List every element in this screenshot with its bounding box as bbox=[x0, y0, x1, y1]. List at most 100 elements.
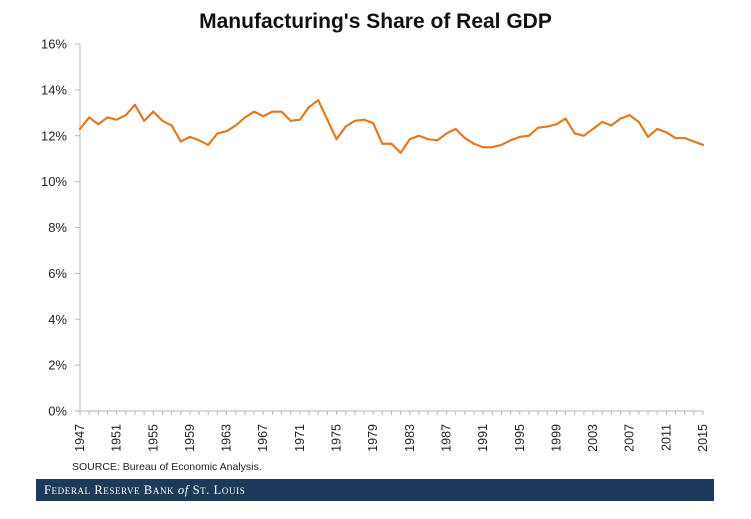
data-point bbox=[647, 136, 649, 138]
data-point bbox=[482, 146, 485, 149]
y-axis: 0% 2% 4% 6% 8% 10% 12% 14% 16% bbox=[41, 37, 81, 419]
series-layer bbox=[78, 99, 705, 155]
data-point bbox=[353, 119, 356, 122]
x-tick-label: 1999 bbox=[549, 424, 563, 452]
y-tick-label: 2% bbox=[48, 358, 67, 373]
data-point bbox=[308, 106, 310, 108]
x-tick-label: 1975 bbox=[330, 424, 344, 452]
x-tick-label: 2015 bbox=[696, 424, 710, 452]
footer-of: of bbox=[177, 483, 189, 497]
data-point bbox=[665, 131, 668, 134]
data-point bbox=[152, 110, 155, 113]
data-point bbox=[372, 122, 375, 125]
y-tick-label: 4% bbox=[48, 312, 67, 327]
data-point bbox=[573, 132, 576, 135]
y-tick-label: 16% bbox=[41, 37, 67, 52]
x-tick-label: 2011 bbox=[659, 424, 673, 451]
data-point bbox=[79, 127, 81, 130]
data-point bbox=[234, 124, 237, 127]
data-point bbox=[143, 119, 146, 122]
x-tick-label: 1983 bbox=[403, 424, 417, 452]
y-tick-label: 6% bbox=[48, 266, 67, 281]
x-tick-label: 1951 bbox=[110, 424, 124, 452]
data-point bbox=[399, 152, 402, 154]
x-tick-label: 1963 bbox=[220, 424, 234, 452]
data-point bbox=[473, 142, 475, 145]
chart-title: Manufacturing's Share of Real GDP bbox=[199, 10, 552, 33]
data-point bbox=[106, 116, 109, 119]
data-point bbox=[674, 137, 677, 139]
footer-city: St. Louis bbox=[192, 483, 246, 497]
x-tick-label: 1991 bbox=[476, 424, 490, 452]
data-point bbox=[702, 144, 704, 146]
data-point bbox=[225, 130, 228, 133]
footer-bank-name: Federal Reserve Bank bbox=[44, 483, 175, 497]
x-tick-label: 1979 bbox=[366, 424, 380, 452]
x-tick-label: 1995 bbox=[513, 424, 527, 452]
data-point bbox=[317, 99, 320, 102]
data-point bbox=[198, 139, 201, 142]
line-chart: 0%2%4%6%8%10%12%14%16% 1947 1951 1955 1959 1… bbox=[41, 37, 710, 452]
x-tick-label: 2003 bbox=[586, 424, 600, 452]
data-point bbox=[408, 138, 411, 141]
data-point bbox=[683, 137, 686, 139]
data-point bbox=[491, 146, 494, 149]
x-tick-label: 1955 bbox=[146, 424, 160, 452]
data-point bbox=[463, 137, 466, 139]
data-point bbox=[427, 138, 430, 141]
data-point bbox=[619, 117, 622, 120]
data-point bbox=[298, 118, 301, 121]
x-tick-label: 1947 bbox=[73, 424, 87, 452]
data-point bbox=[189, 136, 191, 138]
data-point bbox=[546, 125, 549, 128]
x-tick-label: 1967 bbox=[256, 424, 270, 452]
data-point bbox=[170, 124, 173, 127]
data-point bbox=[528, 134, 530, 137]
data-point bbox=[637, 121, 640, 123]
series-line bbox=[78, 99, 705, 155]
y-tick-label: 10% bbox=[41, 174, 67, 189]
data-point bbox=[436, 139, 439, 142]
data-point bbox=[601, 121, 604, 123]
data-point bbox=[115, 118, 118, 121]
data-point bbox=[216, 132, 219, 135]
y-tick-label: 8% bbox=[48, 220, 67, 235]
data-point bbox=[271, 110, 274, 113]
data-point bbox=[418, 134, 420, 137]
y-tick-label: 12% bbox=[41, 128, 67, 143]
data-point bbox=[610, 124, 613, 127]
data-point bbox=[253, 110, 255, 113]
data-point bbox=[555, 123, 558, 126]
data-point bbox=[207, 144, 210, 146]
data-point bbox=[592, 127, 594, 130]
data-point bbox=[628, 114, 631, 117]
data-point bbox=[280, 110, 283, 113]
data-point bbox=[537, 126, 539, 129]
data-point bbox=[124, 114, 127, 117]
x-tick-label: 2007 bbox=[623, 424, 637, 452]
data-point bbox=[134, 103, 136, 106]
data-point bbox=[390, 142, 393, 145]
fred-footer-banner: Federal Reserve Bank of St. Louis bbox=[36, 479, 714, 501]
data-point bbox=[161, 119, 164, 122]
data-point bbox=[88, 116, 91, 119]
x-tick-label: 1987 bbox=[439, 424, 453, 452]
data-point bbox=[179, 140, 182, 143]
data-point bbox=[656, 127, 659, 130]
data-point bbox=[509, 139, 512, 142]
data-point bbox=[363, 118, 365, 121]
y-tick-label: 14% bbox=[41, 82, 67, 97]
data-point bbox=[381, 142, 384, 145]
data-point bbox=[454, 127, 457, 130]
data-point bbox=[500, 144, 503, 146]
data-point bbox=[97, 123, 100, 126]
data-point bbox=[335, 138, 338, 141]
x-axis: 1947 1951 1955 1959 1963 1967 1971 1975 1979 1983… bbox=[73, 410, 710, 452]
x-tick-label: 1971 bbox=[293, 424, 307, 452]
y-tick-label: 0% bbox=[48, 404, 67, 419]
data-point bbox=[244, 116, 246, 119]
data-point bbox=[344, 125, 347, 128]
data-point bbox=[692, 140, 695, 143]
data-point bbox=[583, 134, 585, 137]
data-point bbox=[445, 132, 448, 135]
